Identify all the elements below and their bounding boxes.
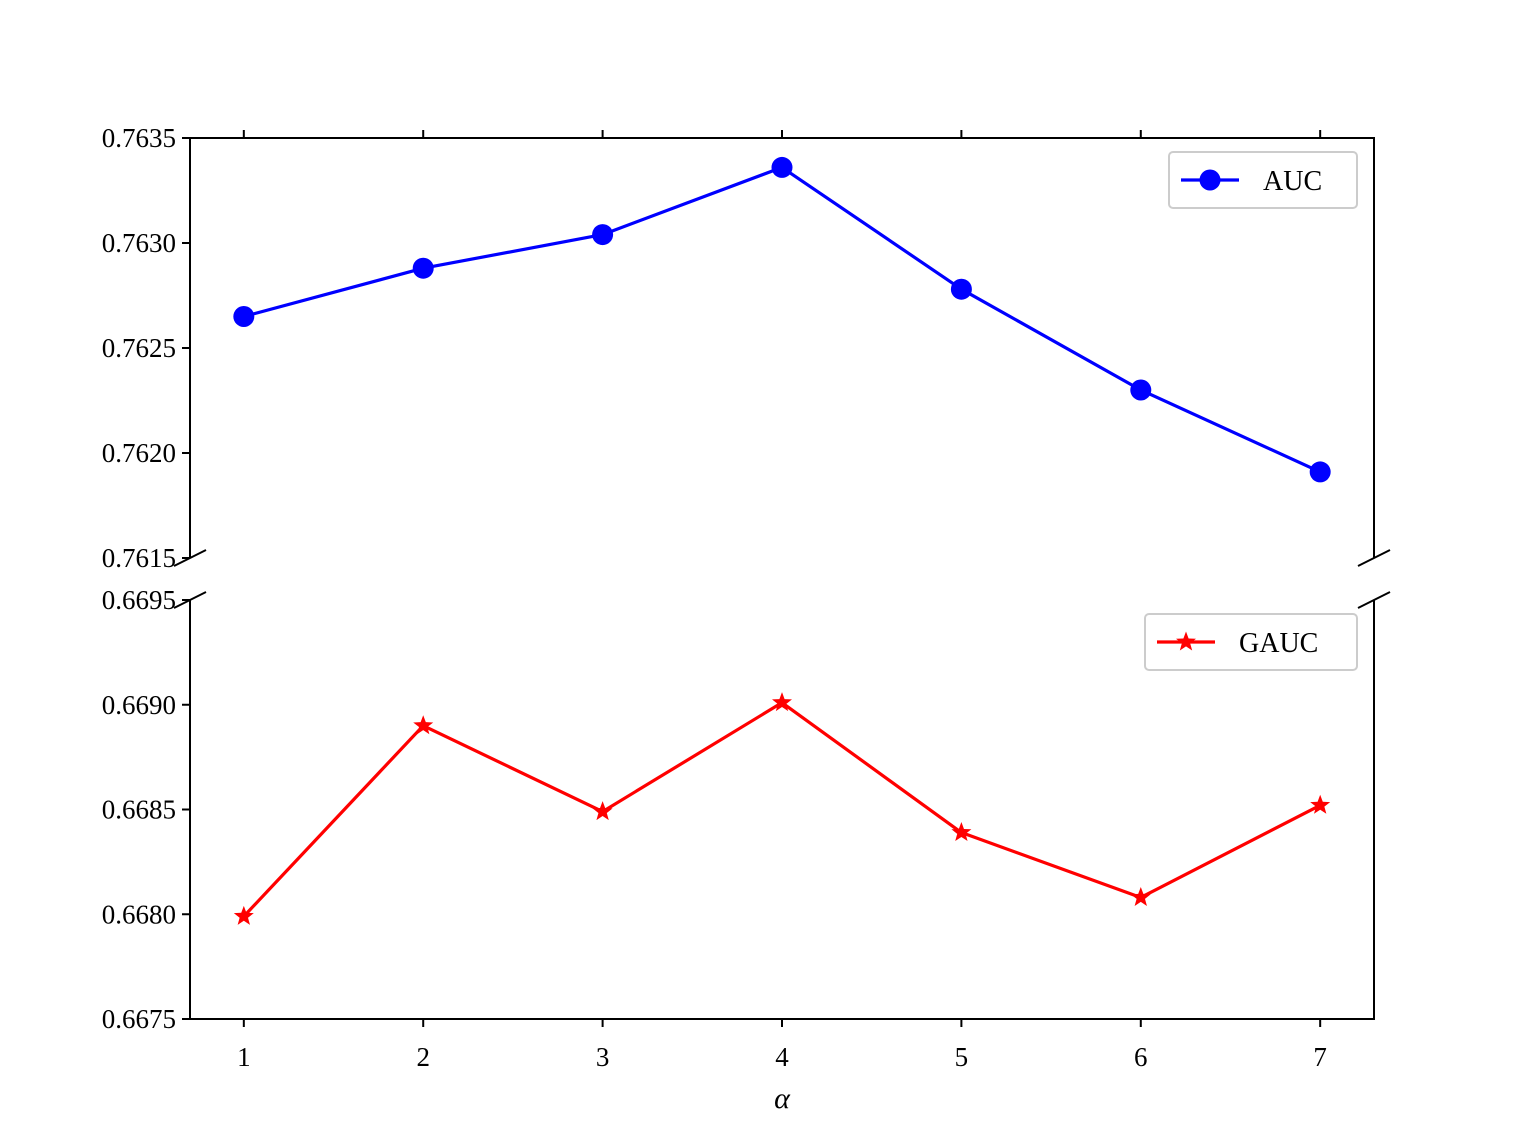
- data-point: [413, 715, 434, 735]
- legend-marker: [1176, 631, 1196, 651]
- data-point: [233, 306, 255, 327]
- x-tick-label: 1: [237, 1042, 251, 1072]
- data-point: [592, 224, 614, 246]
- x-tick-label: 5: [955, 1042, 969, 1072]
- plot-frames: [173, 137, 1391, 1020]
- legends: AUC GAUC: [1144, 151, 1358, 671]
- x-tick-label: 3: [596, 1042, 610, 1072]
- x-tick-label: 6: [1134, 1042, 1148, 1072]
- data-point: [1310, 794, 1331, 814]
- series-lines: [242, 165, 1321, 918]
- series-markers: [233, 156, 1331, 925]
- y-tick-label: 0.7620: [102, 438, 176, 468]
- data-point: [1309, 461, 1331, 483]
- x-tick-label: 2: [416, 1042, 430, 1072]
- y-tick-label: 0.6675: [102, 1004, 176, 1034]
- data-point: [772, 692, 792, 712]
- y-tick-label: 0.6695: [102, 585, 176, 615]
- y-tick-label: 0.6685: [102, 795, 176, 825]
- axis-ticks: 0.7615 0.7620 0.7625 0.7630 0.7635 0.6675 0.66…: [102, 123, 1327, 1072]
- legend-label: AUC: [1263, 166, 1322, 197]
- data-point: [1130, 886, 1151, 906]
- axis-break-mark: [1357, 591, 1391, 609]
- series-line-gauc: [242, 701, 1321, 918]
- y-tick-label: 0.7615: [102, 543, 176, 573]
- series-line-auc: [243, 165, 1321, 474]
- legend-marker: [1199, 169, 1221, 191]
- axis-break-mark: [1357, 549, 1391, 567]
- y-tick-label: 0.6680: [102, 899, 176, 929]
- legend-box: [1144, 613, 1358, 671]
- data-point: [412, 257, 434, 279]
- data-point: [951, 822, 972, 842]
- y-tick-label: 0.7635: [102, 123, 176, 153]
- data-point: [592, 801, 613, 821]
- data-point: [233, 905, 254, 925]
- y-tick-label: 0.7630: [102, 228, 176, 258]
- data-point: [1130, 379, 1152, 401]
- data-point: [771, 156, 793, 178]
- y-tick-label: 0.6690: [102, 690, 176, 720]
- y-tick-label: 0.7625: [102, 333, 176, 363]
- x-axis-title: α: [774, 1082, 791, 1115]
- data-point: [950, 278, 972, 300]
- legend-box: [1168, 151, 1358, 209]
- x-tick-label: 4: [775, 1042, 789, 1072]
- legend-label: GAUC: [1239, 628, 1318, 659]
- x-tick-label: 7: [1313, 1042, 1327, 1072]
